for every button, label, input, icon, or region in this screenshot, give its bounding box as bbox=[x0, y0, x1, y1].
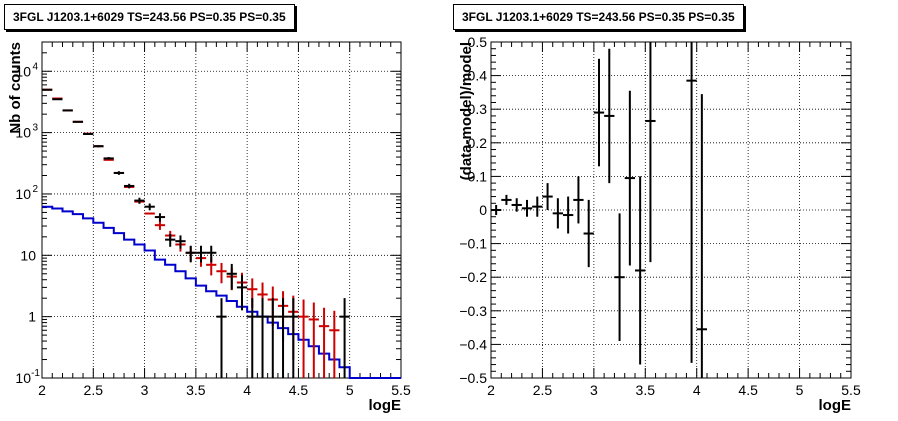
x-tick-label: 2 bbox=[38, 382, 46, 398]
y-tick-exponent: 4 bbox=[32, 61, 38, 72]
x-axis-label: logE bbox=[369, 397, 402, 414]
x-tick-label: 4 bbox=[693, 382, 701, 398]
x-tick-label: 5 bbox=[346, 382, 354, 398]
x-tick-label: 3 bbox=[590, 382, 598, 398]
x-tick-label: 4.5 bbox=[738, 382, 758, 398]
x-tick-label: 4 bbox=[243, 382, 251, 398]
y-tick-label: −0.4 bbox=[459, 336, 487, 352]
y-tick-exponent: 3 bbox=[32, 123, 38, 134]
y-tick-label: 0.2 bbox=[468, 135, 488, 151]
x-tick-label: 5 bbox=[796, 382, 804, 398]
y-tick-label: 10 bbox=[20, 247, 36, 263]
x-tick-label: 4.5 bbox=[289, 382, 309, 398]
y-tick-label: −0.1 bbox=[459, 236, 487, 252]
y-tick-label: 10 bbox=[15, 186, 31, 202]
right-chart-title: 3FGL J1203.1+6029 TS=243.56 PS=0.35 PS=0… bbox=[453, 4, 744, 30]
model-histogram-line bbox=[42, 205, 401, 379]
y-tick-label: −0.5 bbox=[459, 370, 487, 386]
x-axis-label: logE bbox=[819, 397, 852, 414]
x-tick-label: 3.5 bbox=[186, 382, 206, 398]
y-tick-label: 0.3 bbox=[468, 101, 488, 117]
x-tick-label: 2.5 bbox=[533, 382, 553, 398]
y-tick-label: 0.4 bbox=[468, 68, 488, 84]
x-tick-label: 3.5 bbox=[636, 382, 656, 398]
y-axis-label: (data-model)/model bbox=[458, 42, 475, 180]
x-tick-label: 5.5 bbox=[391, 382, 411, 398]
y-tick-label: 0.5 bbox=[468, 34, 488, 50]
y-axis-label: Nb of counts bbox=[7, 42, 24, 134]
x-tick-label: 5.5 bbox=[841, 382, 861, 398]
left-chart-title: 3FGL J1203.1+6029 TS=243.56 PS=0.35 PS=0… bbox=[4, 4, 295, 30]
y-tick-label: −0.3 bbox=[459, 303, 487, 319]
x-tick-label: 2 bbox=[487, 382, 495, 398]
x-tick-label: 3 bbox=[141, 382, 149, 398]
y-tick-label: 10 bbox=[15, 370, 31, 386]
y-tick-label: 10 bbox=[15, 63, 31, 79]
y-tick-label: 10 bbox=[15, 125, 31, 141]
y-tick-label: 0.1 bbox=[468, 168, 488, 184]
y-tick-label: 1 bbox=[28, 309, 36, 325]
y-tick-label: 0 bbox=[479, 202, 487, 218]
y-tick-exponent: 2 bbox=[32, 184, 38, 195]
y-tick-label: −0.2 bbox=[459, 269, 487, 285]
x-tick-label: 2.5 bbox=[84, 382, 104, 398]
y-tick-exponent: -1 bbox=[31, 368, 40, 379]
